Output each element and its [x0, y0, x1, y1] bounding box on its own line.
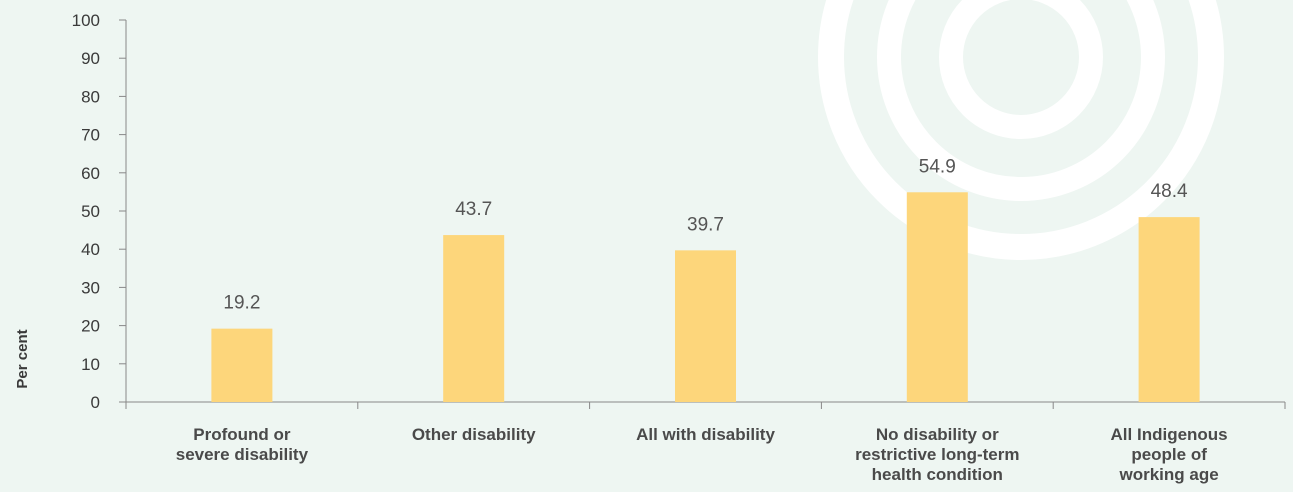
bar: [1138, 217, 1200, 402]
x-axis: Profound or severe disability Other disabi…: [125, 401, 1286, 484]
watermark-ring: [939, 0, 1103, 139]
y-tick-label: 60: [81, 164, 100, 183]
y-tick-label: 30: [81, 278, 100, 297]
x-tick-label: All with disability: [636, 425, 775, 444]
bar: [675, 250, 736, 402]
bar: [443, 235, 505, 402]
y-tick-label: 40: [81, 240, 100, 259]
bar: [211, 328, 273, 402]
watermark-ring: [877, 0, 1165, 201]
y-tick-label: 70: [81, 126, 100, 145]
watermark-ring: [818, 0, 1224, 260]
data-label: 48.4: [1151, 181, 1188, 202]
concentric-circles-watermark: [818, 0, 1224, 260]
y-tick-label: 80: [81, 87, 100, 106]
y-axis-title: Per cent: [14, 329, 31, 388]
y-tick-label: 90: [81, 49, 100, 68]
data-label: 39.7: [687, 214, 724, 235]
bar: [906, 192, 968, 402]
y-tick-label: 20: [81, 317, 100, 336]
x-tick-label: Other disability: [412, 425, 536, 444]
x-tick-label: No disability or restrictive long-term hea…: [855, 425, 1019, 484]
data-label: 43.7: [455, 199, 492, 220]
data-label: 54.9: [919, 156, 956, 177]
y-tick-label: 50: [81, 202, 100, 221]
y-tick-label: 100: [72, 11, 100, 30]
bars: 19.2 43.7 39.7 54.9 48.4: [211, 156, 1200, 402]
y-tick-label: 0: [91, 393, 100, 412]
x-tick-label: All Indigenous people of working age: [1111, 425, 1228, 484]
y-tick-label: 10: [81, 355, 100, 374]
data-label: 19.2: [223, 293, 260, 314]
x-tick-label: Profound or severe disability: [176, 425, 309, 464]
y-axis: 0 10 20 30 40 50 60 70 80 90 100: [72, 11, 127, 412]
